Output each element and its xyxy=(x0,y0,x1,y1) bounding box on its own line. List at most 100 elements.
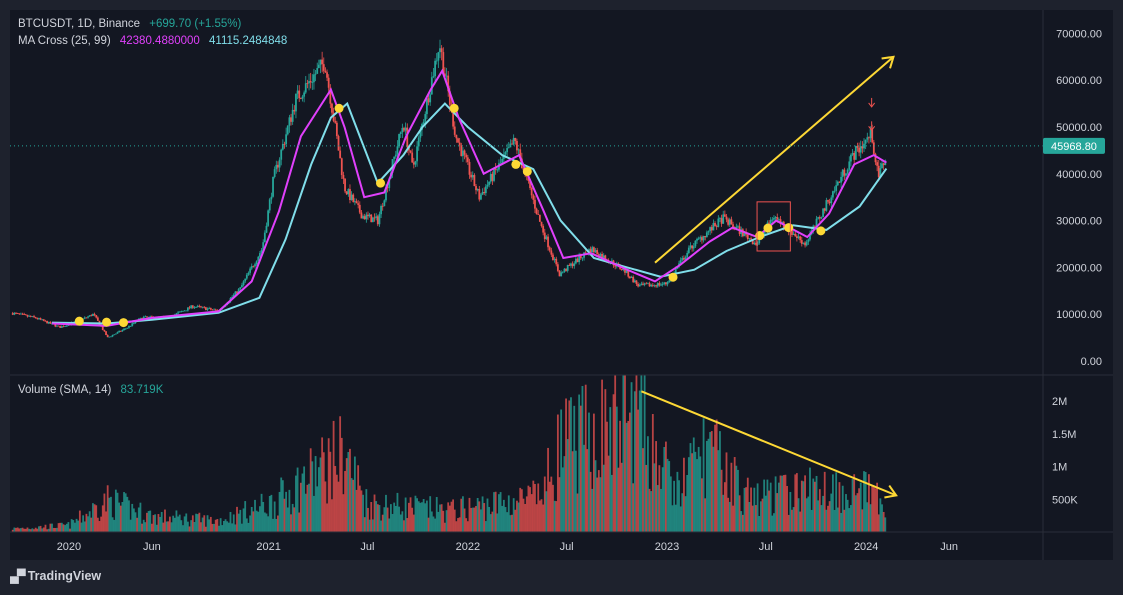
volume-bar xyxy=(254,499,256,532)
candle-body xyxy=(34,317,37,319)
volume-bar xyxy=(195,513,197,532)
ma-indicator-label[interactable]: MA Cross (25, 99) xyxy=(18,35,111,47)
volume-bar xyxy=(198,512,201,532)
down-arrow-head xyxy=(868,102,876,108)
volume-bar xyxy=(149,510,152,532)
candle-body xyxy=(93,313,96,316)
brand-name: TradingView xyxy=(27,569,102,583)
candle-body xyxy=(306,83,309,85)
volume-bar xyxy=(845,494,847,532)
candle-body xyxy=(88,315,91,317)
candle-body xyxy=(471,175,474,178)
candle-body xyxy=(267,210,270,226)
volume-bar xyxy=(232,514,235,532)
candle-body xyxy=(406,127,409,148)
candle-body xyxy=(321,59,324,65)
candle-body xyxy=(818,217,821,219)
candle-body xyxy=(825,200,828,211)
volume-bar xyxy=(209,516,212,532)
volume-bar xyxy=(866,502,869,532)
volume-bar xyxy=(794,474,797,532)
volume-bar xyxy=(70,519,73,532)
volume-bar xyxy=(476,498,479,532)
candle-body xyxy=(599,253,602,257)
volume-bar xyxy=(633,391,636,532)
candle-body xyxy=(344,178,346,192)
candle-body xyxy=(268,199,271,211)
volume-bar xyxy=(160,511,163,532)
volume-bar xyxy=(622,375,625,532)
volume-bar xyxy=(853,474,856,532)
volume-bar xyxy=(69,528,71,532)
volume-bar xyxy=(293,507,296,532)
volume-bar xyxy=(324,481,327,532)
symbol-title[interactable]: BTCUSDT, 1D, Binance xyxy=(18,18,141,30)
volume-bar xyxy=(317,467,320,532)
candle-body xyxy=(805,241,808,246)
candle-body xyxy=(203,306,206,308)
candle-body xyxy=(11,313,14,315)
candle-body xyxy=(419,129,422,138)
candle-body xyxy=(648,283,651,287)
candle-body xyxy=(360,212,363,219)
volume-bar xyxy=(46,529,49,532)
volume-bar xyxy=(299,482,302,532)
volume-bar xyxy=(514,509,517,532)
volume-bar xyxy=(101,505,104,532)
volume-bar xyxy=(280,477,283,532)
volume-indicator-label[interactable]: Volume (SMA, 14) xyxy=(18,384,112,396)
candle-body xyxy=(103,330,106,332)
candle-body xyxy=(352,194,355,202)
volume-bar xyxy=(594,460,597,532)
volume-bar xyxy=(854,495,857,532)
volume-bar xyxy=(612,394,615,532)
volume-bar xyxy=(103,493,106,532)
volume-bar xyxy=(430,511,433,532)
volume-bar xyxy=(642,448,644,532)
volume-bar xyxy=(863,471,865,532)
volume-axis-ticks: 2M 1.5M 1M 500K xyxy=(1052,396,1078,506)
volume-bar xyxy=(146,512,148,532)
candle-body xyxy=(214,309,217,311)
candle-body xyxy=(687,247,690,254)
candle-body xyxy=(545,236,548,240)
volume-bar xyxy=(288,489,291,532)
candle-body xyxy=(466,157,469,162)
volume-bar xyxy=(168,516,171,532)
volume-bar xyxy=(83,521,86,532)
volume-bar xyxy=(227,522,230,532)
volume-bar xyxy=(671,505,674,532)
candle-body xyxy=(637,283,639,287)
volume-bar xyxy=(342,494,345,532)
candle-body xyxy=(535,208,538,215)
candle-body xyxy=(861,146,864,149)
volume-bar xyxy=(648,488,651,532)
candle-body xyxy=(748,238,751,240)
candle-body xyxy=(324,70,327,73)
volume-bar xyxy=(278,491,281,532)
volume-bar xyxy=(532,480,535,532)
volume-tick-label: 1.5M xyxy=(1052,429,1076,441)
tradingview-logo-icon: ▄▀ xyxy=(10,569,26,583)
tradingview-logo[interactable]: ▄▀ TradingView xyxy=(10,569,101,583)
volume-bar xyxy=(709,432,712,532)
volume-bar xyxy=(427,517,430,532)
candle-body xyxy=(799,236,802,241)
volume-bar xyxy=(851,479,854,532)
volume-bar xyxy=(822,495,824,532)
volume-bar xyxy=(737,469,739,532)
volume-bar xyxy=(399,514,402,532)
volume-bar xyxy=(218,525,220,532)
volume-bar xyxy=(615,406,618,532)
candle-body xyxy=(21,313,24,315)
candle-body xyxy=(597,254,600,257)
candle-body xyxy=(800,240,803,244)
candle-body xyxy=(149,316,152,318)
candle-body xyxy=(283,143,286,145)
volume-bar xyxy=(596,477,599,532)
candle-body xyxy=(653,285,656,287)
volume-bar xyxy=(426,500,428,532)
volume-bar xyxy=(326,503,328,532)
candle-body xyxy=(281,143,284,150)
